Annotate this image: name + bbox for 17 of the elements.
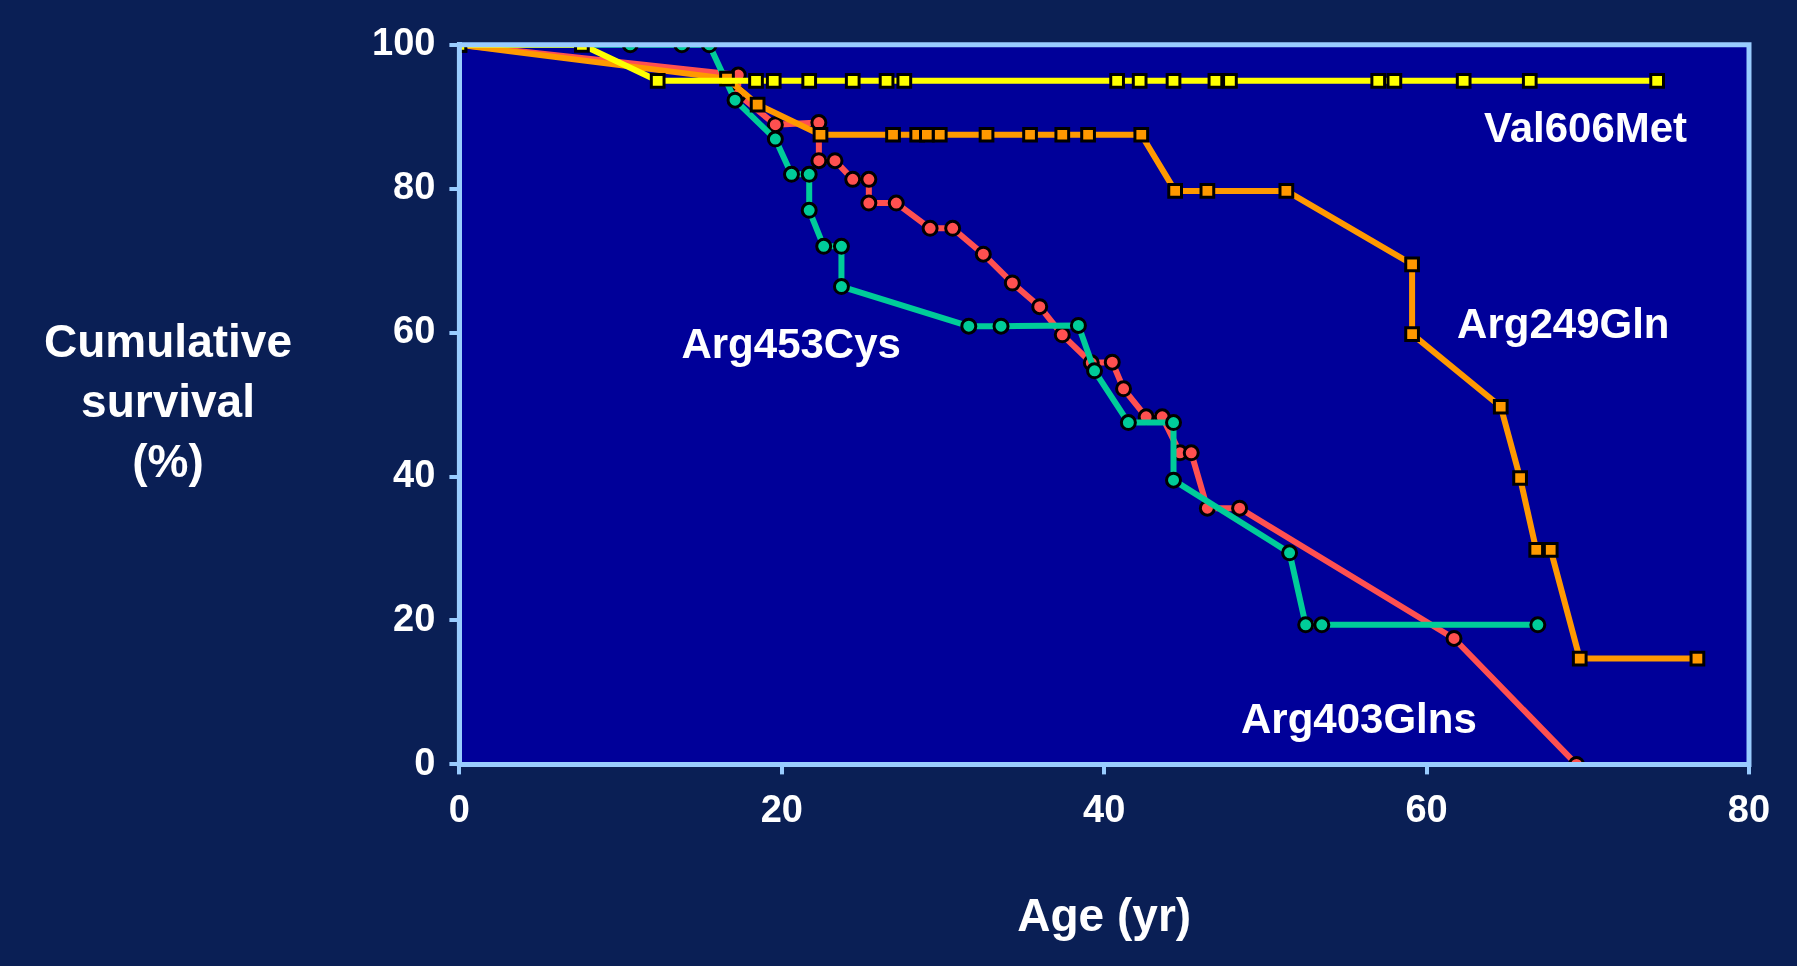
y-tick-label: 40 bbox=[393, 453, 436, 496]
series-label: Val606Met bbox=[1483, 104, 1688, 152]
x-tick-label: 40 bbox=[1083, 787, 1126, 830]
x-tick-label: 20 bbox=[760, 787, 803, 830]
x-axis-title: Age (yr) bbox=[1017, 888, 1192, 941]
y-axis-title: Cumulative survival (%) bbox=[44, 315, 292, 488]
y-tick-label: 60 bbox=[393, 309, 436, 352]
x-tick-label: 0 bbox=[448, 787, 470, 830]
y-tick-label: 0 bbox=[414, 740, 436, 783]
series-label: Arg453Cys bbox=[681, 320, 901, 368]
series-label: Arg249Gln bbox=[1457, 299, 1670, 347]
x-tick-label: 60 bbox=[1405, 787, 1448, 830]
x-tick-label: 80 bbox=[1727, 787, 1771, 830]
series-label: Arg403Glns bbox=[1241, 695, 1477, 743]
y-tick-label: 80 bbox=[393, 165, 436, 208]
y-tick-label: 100 bbox=[372, 21, 436, 64]
y-tick-label: 20 bbox=[393, 596, 436, 639]
